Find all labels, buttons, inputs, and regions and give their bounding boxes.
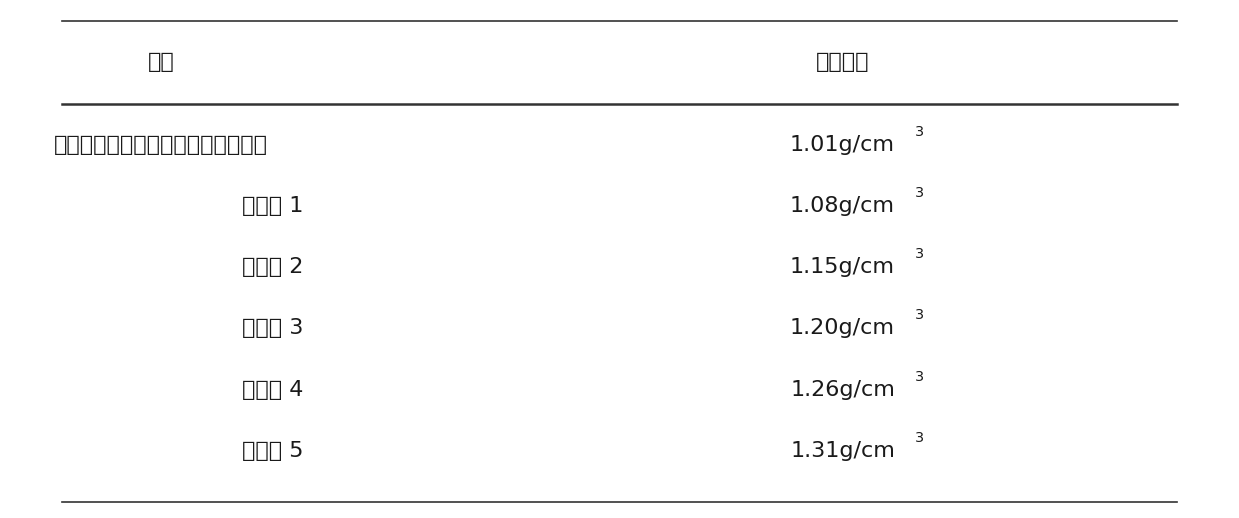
Text: 1.01g/cm: 1.01g/cm xyxy=(790,135,895,155)
Text: 3: 3 xyxy=(914,308,924,323)
Text: 3: 3 xyxy=(914,430,924,445)
Text: 3: 3 xyxy=(914,186,924,200)
Text: 实施例 5: 实施例 5 xyxy=(242,441,304,461)
Text: 体积密度: 体积密度 xyxy=(815,52,870,72)
Text: 样品: 样品 xyxy=(147,52,175,72)
Text: 实施例 1: 实施例 1 xyxy=(242,196,304,216)
Text: 1.20g/cm: 1.20g/cm xyxy=(790,319,895,338)
Text: 1.15g/cm: 1.15g/cm xyxy=(790,257,895,277)
Text: 常规针刺工艺生产的聚酰亚胺纤维毡: 常规针刺工艺生产的聚酰亚胺纤维毡 xyxy=(55,135,268,155)
Text: 3: 3 xyxy=(914,125,924,139)
Text: 实施例 2: 实施例 2 xyxy=(242,257,304,277)
Text: 实施例 4: 实施例 4 xyxy=(242,380,304,399)
Text: 1.31g/cm: 1.31g/cm xyxy=(790,441,895,461)
Text: 1.08g/cm: 1.08g/cm xyxy=(790,196,895,216)
Text: 3: 3 xyxy=(914,369,924,384)
Text: 实施例 3: 实施例 3 xyxy=(242,319,304,338)
Text: 1.26g/cm: 1.26g/cm xyxy=(790,380,895,399)
Text: 3: 3 xyxy=(914,247,924,262)
